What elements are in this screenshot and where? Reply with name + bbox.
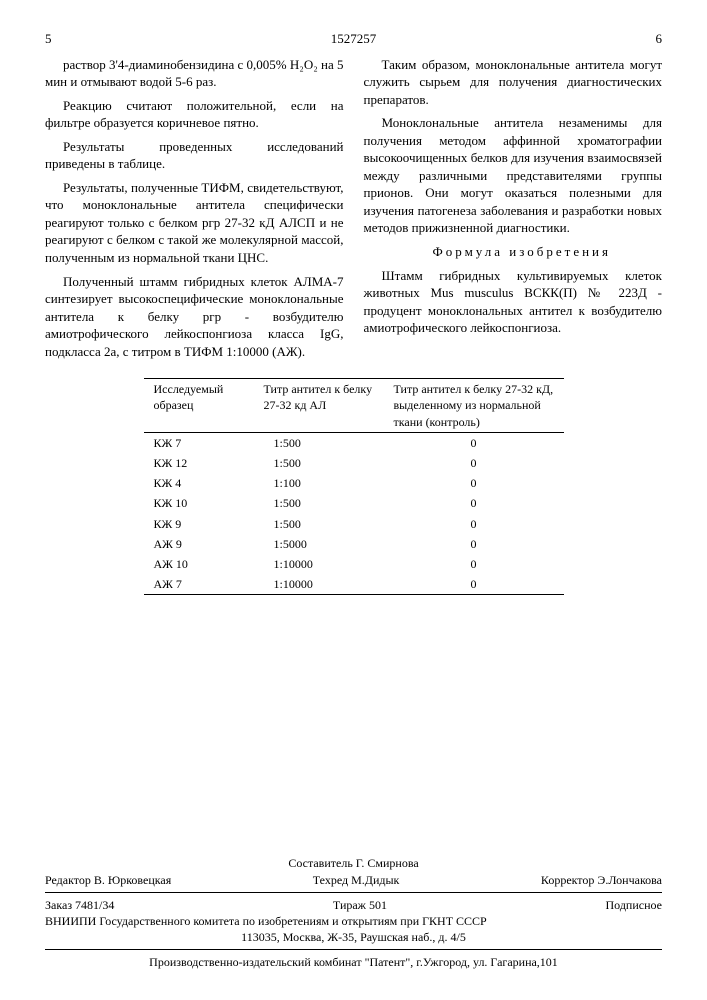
table-row: АЖ 71:100000 [144, 574, 564, 595]
doc-number: 1527257 [85, 30, 622, 48]
right-p1: Таким образом, моноклональные антитела м… [364, 56, 663, 109]
left-p3: Результаты проведенных исследований прив… [45, 138, 344, 173]
footer-tirazh: Тираж 501 [333, 897, 387, 913]
table-header-1: Исследуемый образец [144, 379, 254, 433]
table-row: КЖ 41:1000 [144, 473, 564, 493]
right-column: Таким образом, моноклональные антитела м… [364, 56, 663, 367]
page-header: 5 1527257 6 [45, 30, 662, 48]
footer-editor: Редактор В. Юрковецкая [45, 872, 171, 888]
left-p1: раствор 3'4-диаминобензидина с 0,005% H₂… [45, 56, 344, 91]
left-column: раствор 3'4-диаминобензидина с 0,005% H₂… [45, 56, 344, 367]
results-table: Исследуемый образец Титр антител к белку… [144, 378, 564, 595]
footer-podpisnoe: Подписное [606, 897, 663, 913]
page-num-left: 5 [45, 30, 85, 48]
table-row: АЖ 101:100000 [144, 554, 564, 574]
footer-compiler: Составитель Г. Смирнова [45, 855, 662, 871]
left-p2: Реакцию считают положительной, если на ф… [45, 97, 344, 132]
footer-techred: Техред М.Дидык [313, 872, 400, 888]
table-row: КЖ 101:5000 [144, 493, 564, 513]
left-p4: Результаты, полученные ТИФМ, свидетельст… [45, 179, 344, 267]
table-row: КЖ 71:5000 [144, 432, 564, 453]
footer-addr1: 113035, Москва, Ж-35, Раушская наб., д. … [45, 929, 662, 945]
table-row: АЖ 91:50000 [144, 534, 564, 554]
table-header-2: Титр антител к белку 27-32 кд АЛ [254, 379, 384, 433]
right-p3: Штамм гибридных культивируемых клеток жи… [364, 267, 663, 337]
formula-title: Формула изобретения [364, 243, 663, 261]
table-row: КЖ 121:5000 [144, 453, 564, 473]
right-p2: Моноклональные антитела незаменимы для п… [364, 114, 663, 237]
body-columns: раствор 3'4-диаминобензидина с 0,005% H₂… [45, 56, 662, 367]
table-body: КЖ 71:5000 КЖ 121:5000 КЖ 41:1000 КЖ 101… [144, 432, 564, 595]
footer-org: ВНИИПИ Государственного комитета по изоб… [45, 913, 662, 929]
page-num-right: 6 [622, 30, 662, 48]
left-p5: Полученный штамм гибридных клеток АЛМА-7… [45, 273, 344, 361]
table-header-3: Титр антител к белку 27-32 кД, выделенно… [384, 379, 564, 433]
footer-zakaz: Заказ 7481/34 [45, 897, 114, 913]
footer-corrector: Корректор Э.Лончакова [541, 872, 662, 888]
table-row: КЖ 91:5000 [144, 514, 564, 534]
footer: Составитель Г. Смирнова Редактор В. Юрко… [45, 855, 662, 970]
footer-addr2: Производственно-издательский комбинат "П… [45, 954, 662, 970]
